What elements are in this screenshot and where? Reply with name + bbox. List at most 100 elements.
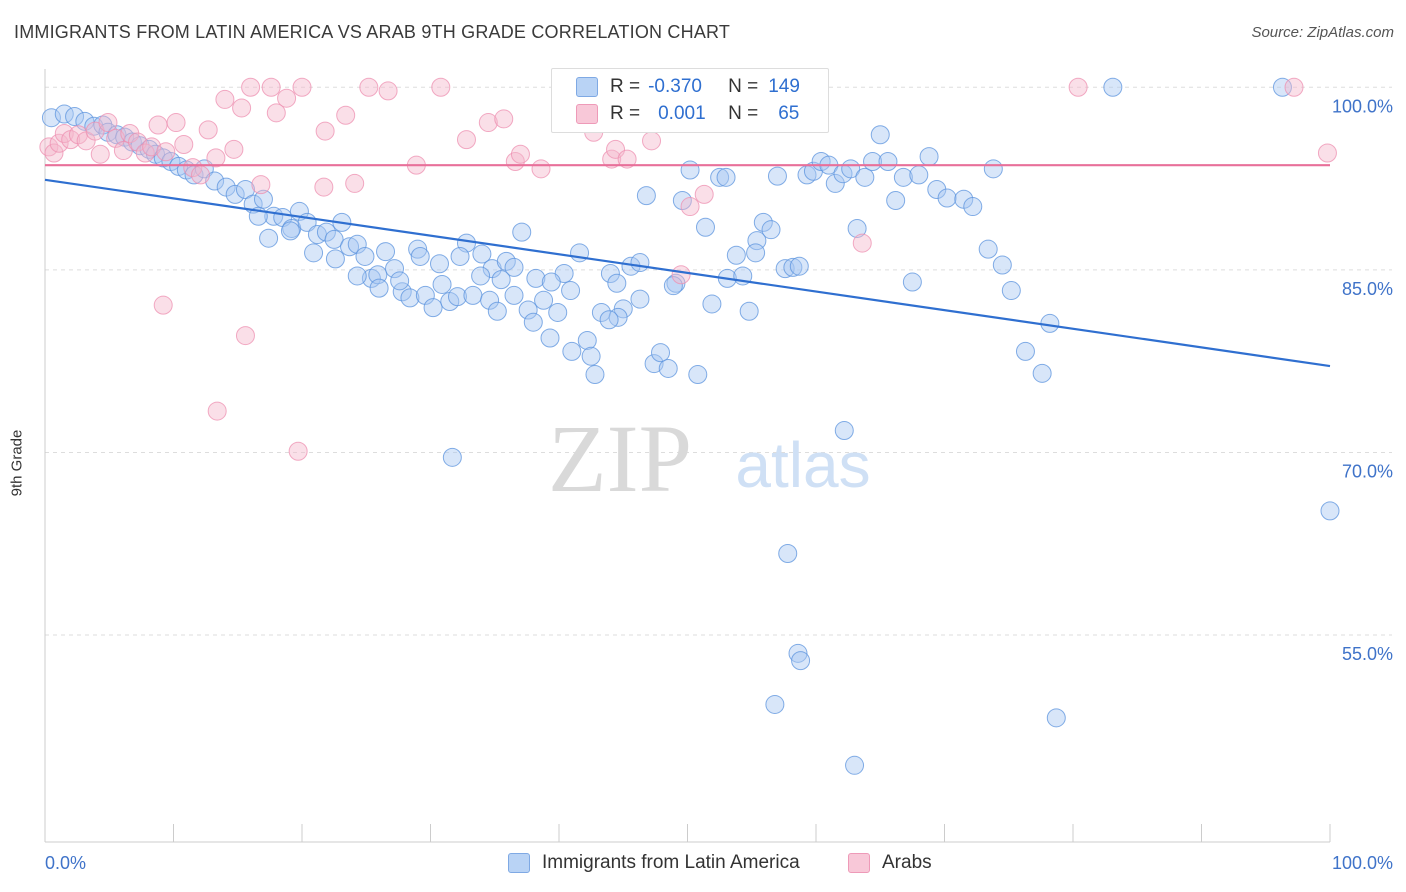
point-arabs (44, 143, 64, 163)
point-arabs (617, 149, 637, 169)
point-latin-america (726, 245, 746, 265)
point-latin-america (139, 139, 159, 159)
point-arabs (156, 142, 176, 162)
point-latin-america (471, 266, 491, 286)
point-latin-america (472, 244, 492, 264)
point-arabs (207, 401, 227, 421)
point-arabs (49, 133, 69, 153)
point-latin-america (747, 231, 767, 251)
point-latin-america (504, 257, 524, 277)
point-latin-america (325, 249, 345, 269)
point-arabs (251, 175, 271, 195)
legend-swatch-latin-america (508, 853, 530, 873)
point-latin-america (963, 197, 983, 217)
point-arabs (113, 141, 133, 161)
point-arabs (235, 326, 255, 346)
point-latin-america (410, 246, 430, 266)
point-latin-america (480, 290, 500, 310)
watermark: ZIP atlas (548, 405, 871, 512)
point-latin-america (834, 421, 854, 441)
point-latin-america (253, 189, 273, 209)
point-arabs (852, 233, 872, 253)
point-arabs (1068, 77, 1088, 97)
point-latin-america (463, 285, 483, 305)
point-latin-america (651, 343, 671, 363)
point-latin-america (512, 222, 532, 242)
point-latin-america (767, 166, 787, 186)
point-latin-america (415, 285, 435, 305)
point-latin-america (937, 188, 957, 208)
point-latin-america (450, 246, 470, 266)
point-arabs (148, 115, 168, 135)
point-arabs (292, 77, 312, 97)
source-label: Source: ZipAtlas.com (1251, 24, 1394, 41)
point-arabs (232, 98, 252, 118)
point-latin-america (423, 298, 443, 318)
point-latin-america (1103, 77, 1123, 97)
point-latin-america (644, 354, 664, 374)
point-arabs (680, 197, 700, 217)
point-latin-america (541, 272, 561, 292)
point-latin-america (630, 289, 650, 309)
point-arabs (39, 137, 59, 157)
point-latin-america (561, 281, 581, 301)
point-latin-america (324, 229, 344, 249)
x-tick-label: 0.0% (45, 853, 86, 873)
trend-lines (44, 164, 1331, 368)
grid-lines (45, 86, 1392, 636)
point-latin-america (347, 266, 367, 286)
point-arabs (98, 113, 118, 133)
point-arabs (166, 113, 186, 133)
chart-title: IMMIGRANTS FROM LATIN AMERICA VS ARAB 9T… (14, 22, 731, 42)
legend-n-label: N = (728, 103, 759, 124)
point-latin-america (523, 312, 543, 332)
point-latin-america (599, 310, 619, 330)
legend-r-label: R = (610, 76, 641, 97)
point-latin-america (1046, 708, 1066, 728)
point-latin-america (753, 212, 773, 232)
point-latin-america (355, 246, 375, 266)
point-latin-america (429, 254, 449, 274)
point-arabs (359, 77, 379, 97)
point-latin-america (775, 259, 795, 279)
point-arabs (261, 77, 281, 97)
point-arabs (142, 137, 162, 157)
point-latin-america (581, 346, 601, 366)
point-latin-america (361, 268, 381, 288)
point-arabs (315, 121, 335, 141)
point-latin-america (225, 184, 245, 204)
legend-r-value: 0.001 (658, 103, 706, 124)
point-arabs (153, 295, 173, 315)
watermark-atlas: atlas (735, 429, 870, 501)
tick-labels: 55.0% 70.0% 85.0% 100.0% 0.0% 100.0% (45, 96, 1393, 873)
point-latin-america (978, 239, 998, 259)
series-legend: Immigrants from Latin America Arabs (0, 852, 1406, 878)
legend-swatch-arabs (576, 104, 598, 124)
point-latin-america (392, 282, 412, 302)
point-latin-america (340, 237, 360, 257)
point-arabs (378, 81, 398, 101)
point-arabs (531, 159, 551, 179)
point-arabs (241, 77, 261, 97)
axes (44, 69, 1331, 843)
point-latin-america (983, 159, 1003, 179)
point-latin-america (491, 270, 511, 290)
point-latin-america (577, 330, 597, 350)
point-latin-america (688, 365, 708, 385)
point-latin-america (1001, 281, 1021, 301)
point-latin-america (518, 300, 538, 320)
point-latin-america (789, 256, 809, 276)
point-latin-america (702, 294, 722, 314)
point-arabs (510, 144, 530, 164)
point-latin-america (347, 234, 367, 254)
point-arabs (494, 109, 514, 129)
point-latin-america (878, 152, 898, 172)
point-latin-america (716, 167, 736, 187)
series-arabs (39, 77, 1337, 461)
point-arabs (336, 105, 356, 125)
point-latin-america (376, 242, 396, 262)
legend-label-arabs: Arabs (882, 852, 932, 873)
legend-swatch-latin-america (576, 77, 598, 97)
point-latin-america (909, 165, 929, 185)
legend-r-label: R = (610, 103, 641, 124)
